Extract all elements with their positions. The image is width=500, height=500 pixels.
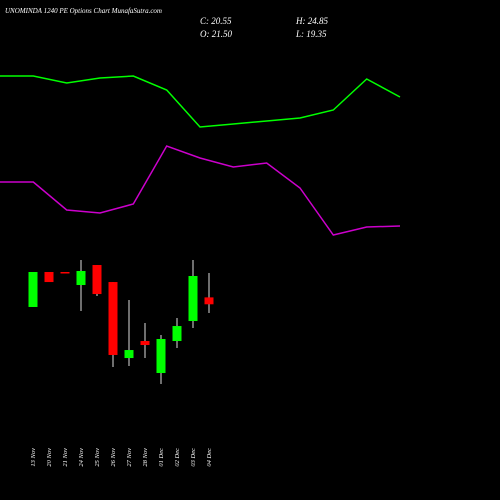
x-tick-label: 24 Nov	[78, 448, 85, 467]
x-tick-label: 20 Nov	[46, 448, 53, 467]
candle-body	[172, 326, 182, 342]
info-close: C: 20.55	[200, 16, 232, 26]
candle-body	[28, 272, 38, 307]
x-tick-label: 28 Nov	[142, 448, 149, 467]
candle-body	[60, 272, 70, 274]
x-tick-label: 02 Dec	[174, 448, 181, 467]
candle-body	[140, 341, 150, 346]
x-tick-label: 26 Nov	[110, 448, 117, 467]
candle-body	[204, 297, 214, 305]
info-low: L: 19.35	[295, 29, 327, 39]
x-tick-label: 27 Nov	[126, 448, 133, 467]
chart-title: UNOMINDA 1240 PE Options Chart MunafaSut…	[5, 7, 162, 15]
candle-body	[124, 350, 134, 359]
candle-body	[76, 270, 86, 286]
candle-body	[188, 276, 198, 322]
candle-body	[92, 265, 102, 295]
x-tick-label: 21 Nov	[62, 448, 69, 467]
info-open: O: 21.50	[200, 29, 232, 39]
x-tick-label: 25 Nov	[94, 448, 101, 467]
x-tick-label: 01 Dec	[158, 448, 165, 467]
x-tick-label: 04 Dec	[206, 448, 213, 467]
info-high: H: 24.85	[295, 16, 328, 26]
x-tick-label: 13 Nov	[30, 448, 37, 467]
candle-body	[156, 338, 166, 374]
indicator-line	[0, 75, 401, 128]
x-tick-label: 03 Dec	[190, 448, 197, 467]
candle-body	[108, 282, 118, 355]
indicator-line	[0, 145, 401, 236]
candle-body	[44, 272, 54, 283]
